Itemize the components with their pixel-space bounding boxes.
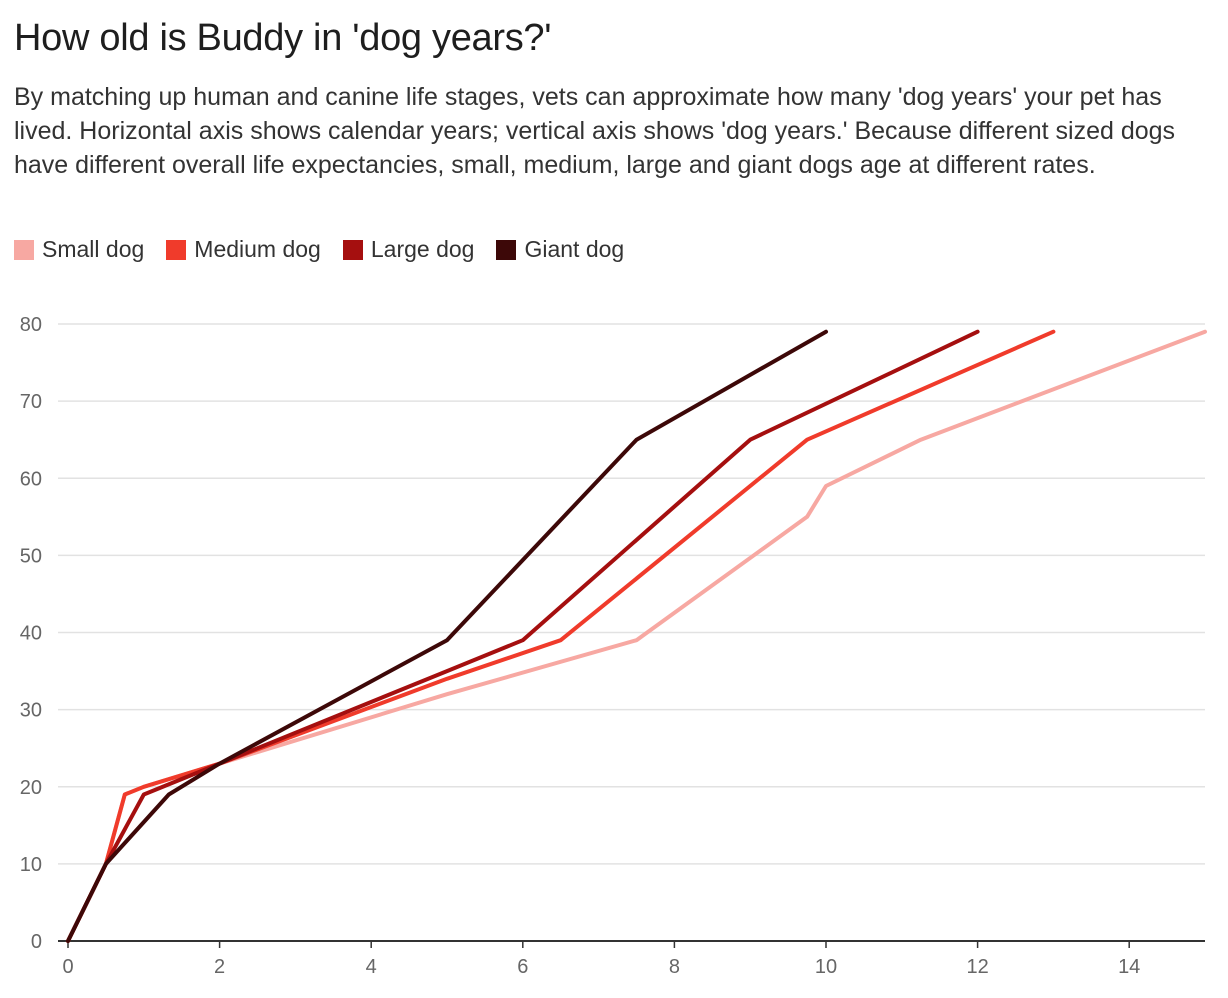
y-tick-label: 70	[20, 391, 42, 413]
series-line-small-dog	[66, 329, 1207, 943]
chart-subtitle: By matching up human and canine life sta…	[14, 83, 1176, 179]
legend-label: Small dog	[42, 236, 145, 262]
y-tick-label: 80	[20, 314, 42, 336]
x-tick-label: 8	[669, 956, 680, 978]
y-tick-label: 60	[20, 468, 42, 490]
x-tick-label: 10	[815, 956, 837, 978]
x-tick-label: 6	[517, 956, 528, 978]
gridlines	[58, 323, 1205, 865]
series-lines	[66, 329, 1207, 943]
series-line-large-dog	[66, 329, 980, 943]
y-tick-label: 40	[20, 623, 42, 645]
legend-swatch	[342, 239, 363, 260]
x-tick-label: 4	[366, 956, 377, 978]
x-tick-label: 2	[214, 956, 225, 978]
x-tick-label: 12	[966, 956, 988, 978]
series-line-giant-dog	[66, 329, 828, 943]
chart-legend: Small dog Medium dog Large dog Giant dog	[14, 236, 646, 263]
legend-item-large-dog: Large dog	[342, 236, 475, 263]
legend-swatch	[14, 239, 34, 260]
legend-label: Large dog	[370, 236, 475, 262]
chart-title: How old is Buddy in 'dog years?'	[14, 17, 552, 59]
series-line-medium-dog	[66, 329, 1056, 943]
y-tick-label: 20	[20, 777, 42, 799]
y-tick-label: 50	[20, 545, 42, 567]
legend-label: Medium dog	[194, 236, 321, 262]
legend-item-medium-dog: Medium dog	[166, 236, 321, 263]
chart-header: How old is Buddy in 'dog years?' By matc…	[14, 14, 1214, 182]
x-tick-label: 0	[62, 956, 73, 978]
y-tick-label: 30	[20, 700, 42, 722]
y-tick-label: 10	[20, 854, 42, 876]
x-tick-label: 14	[1118, 956, 1140, 978]
legend-swatch	[496, 239, 517, 260]
legend-item-small-dog: Small dog	[14, 236, 144, 263]
legend-swatch	[166, 239, 187, 260]
legend-label: Giant dog	[524, 236, 625, 262]
y-tick-label: 0	[31, 931, 42, 953]
axes: 0 10 20 30 40 50 60 70 80 0 2 4 6 8 10 12 14	[20, 314, 1205, 978]
legend-item-giant-dog: Giant dog	[496, 236, 624, 263]
